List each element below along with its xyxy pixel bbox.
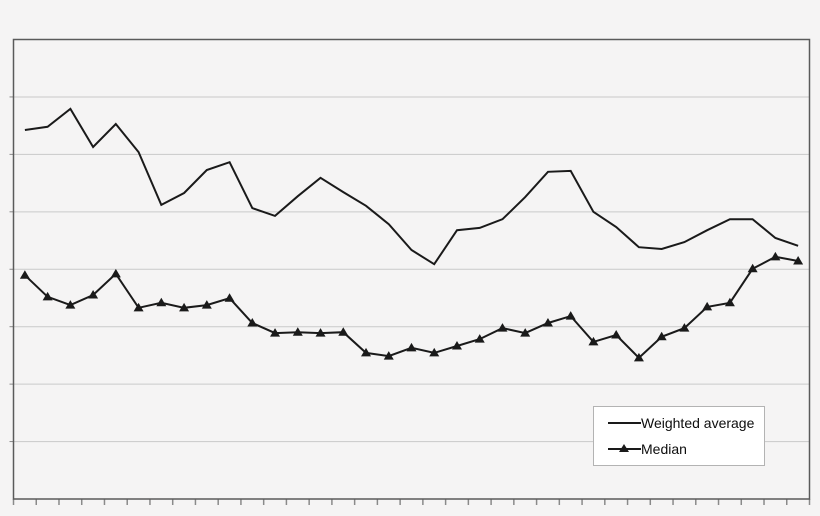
median-triangle-marker xyxy=(406,342,417,352)
median-triangle-marker xyxy=(270,328,281,337)
median-triangle-marker xyxy=(588,336,599,346)
median-triangle-marker xyxy=(497,323,508,332)
median-triangle-marker xyxy=(179,302,190,312)
legend-entry-median: Median xyxy=(608,437,764,461)
median-triangle-marker xyxy=(88,289,99,299)
legend: Weighted average Median xyxy=(593,406,765,466)
median-triangle-marker xyxy=(224,293,235,302)
median-triangle-marker xyxy=(451,340,462,350)
median-triangle-marker xyxy=(338,327,349,336)
median-triangle-marker xyxy=(19,270,30,279)
median-triangle-marker xyxy=(633,352,644,362)
plot-border xyxy=(12,38,811,500)
median-triangle-marker xyxy=(656,331,667,341)
median-triangle-marker xyxy=(65,300,76,309)
median-triangle-marker xyxy=(474,334,485,343)
legend-label-weighted-average: Weighted average xyxy=(641,415,755,431)
weighted-average-line xyxy=(24,107,799,266)
median-triangle-marker xyxy=(315,328,326,337)
median-triangle-marker xyxy=(110,268,121,278)
median-triangle-marker xyxy=(702,301,713,311)
median-triangle-marker xyxy=(611,329,622,339)
weighted-average-line-icon xyxy=(608,418,641,428)
median-triangle-marker xyxy=(247,318,258,327)
median-triangle-marker xyxy=(565,311,576,320)
median-triangle-marker xyxy=(156,297,167,307)
median-triangle-marker xyxy=(429,347,440,357)
median-triangle-marker xyxy=(679,323,690,332)
median-triangle-marker xyxy=(542,318,553,327)
median-triangle-marker xyxy=(361,347,372,357)
median-triangle-marker xyxy=(201,300,212,309)
legend-label-median: Median xyxy=(641,441,687,457)
median-line-triangle-icon xyxy=(608,444,641,454)
median-triangle-marker xyxy=(383,351,394,360)
median-triangle-marker xyxy=(42,291,53,301)
median-triangle-marker xyxy=(724,297,735,307)
median-triangle-marker xyxy=(770,251,781,261)
legend-entry-weighted-average: Weighted average xyxy=(608,411,764,435)
median-triangle-marker xyxy=(133,302,144,312)
median-triangle-marker xyxy=(793,255,804,265)
median-triangle-marker xyxy=(292,327,303,336)
median-triangle-marker xyxy=(747,263,758,273)
median-triangle-marker xyxy=(520,328,531,337)
